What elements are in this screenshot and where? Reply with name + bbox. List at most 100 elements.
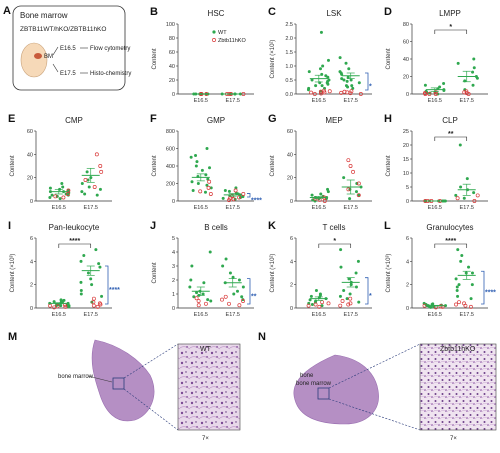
- y-axis-label: Content (×10³): [386, 254, 392, 293]
- data-point-ko: [83, 178, 88, 182]
- data-point-ko: [95, 304, 100, 309]
- data-point-wt: [442, 199, 446, 203]
- data-point-ko: [312, 92, 317, 96]
- step-day-1: E16.5: [60, 46, 76, 52]
- significance-top: *: [333, 238, 336, 245]
- significance-side: ****: [109, 287, 120, 294]
- chart-d: D LMPP 0 20 40 60 80 Content E16.5 E17.5 *: [384, 6, 488, 104]
- data-point-ko: [348, 296, 353, 301]
- panel-letter-m: M: [8, 331, 17, 343]
- data-point-ko: [462, 301, 467, 306]
- data-point-wt: [89, 277, 93, 281]
- y-tick-label: 60: [403, 40, 409, 46]
- data-point-wt: [52, 300, 56, 304]
- genotype-label-ko: Zbtb11hKO: [440, 346, 476, 353]
- data-point-ko: [422, 91, 427, 96]
- y-tick-label: 0.5: [285, 78, 293, 84]
- data-point-wt: [338, 56, 342, 60]
- data-point-wt: [357, 300, 361, 304]
- data-point-ko: [194, 296, 199, 301]
- data-point-wt: [196, 182, 200, 185]
- y-axis-label: Content (×10³): [10, 254, 16, 293]
- data-point-wt: [206, 177, 210, 181]
- y-tick-label: 80: [403, 22, 409, 28]
- chart-title: CLP: [442, 116, 458, 125]
- data-point-ko: [231, 197, 236, 202]
- data-point-wt: [100, 294, 104, 298]
- chart-j: J B cells 0 1 2 3 4 5 Content E16.5 E17.5 **: [150, 220, 257, 318]
- data-point-wt: [194, 164, 198, 168]
- significance-bracket: [318, 243, 352, 248]
- data-point-wt: [429, 305, 433, 309]
- data-point-wt: [189, 278, 193, 282]
- data-point-wt: [326, 82, 330, 86]
- x-tick-label: E17.5: [344, 205, 358, 211]
- data-point-wt: [342, 176, 346, 180]
- panel-letter-l: L: [384, 220, 391, 232]
- y-tick-label: 4: [172, 250, 175, 256]
- x-tick-label: E17.5: [460, 98, 474, 104]
- x-tick-label: E16.5: [194, 205, 208, 211]
- panel-letter-h: H: [384, 113, 392, 125]
- data-point-wt: [319, 192, 323, 196]
- data-point-wt: [58, 197, 62, 201]
- y-axis-label: Content: [386, 155, 392, 176]
- y-tick-label: 0: [406, 199, 409, 205]
- y-tick-label: 20: [27, 176, 33, 182]
- x-tick-label: E17.5: [226, 312, 240, 318]
- y-tick-label: 100: [166, 22, 175, 28]
- data-point-wt: [79, 280, 83, 284]
- y-axis-label: Content: [152, 48, 158, 69]
- data-point-wt: [471, 70, 475, 74]
- data-point-wt: [201, 292, 205, 296]
- data-point-ko: [99, 169, 104, 174]
- y-tick-label: 4: [406, 259, 409, 265]
- data-point-wt: [321, 64, 325, 68]
- data-point-ko: [327, 89, 332, 94]
- y-tick-label: 6: [30, 236, 33, 242]
- data-point-wt: [59, 298, 63, 302]
- x-tick-label: E17.5: [460, 312, 474, 318]
- bone-marrow-label-wt: bone marrow: [58, 374, 94, 380]
- panel-n: N bone bone marrow Zbtb11hKO 7×: [258, 331, 497, 442]
- x-tick-label: E17.5: [226, 98, 240, 104]
- chart-i: I Pan-leukocyte 0 2 4 6 Content (×10³) E16.5 E17…: [8, 220, 120, 318]
- data-point-wt: [314, 289, 318, 292]
- y-tick-label: 2: [30, 283, 33, 289]
- data-point-wt: [241, 285, 245, 289]
- y-tick-label: 80: [169, 36, 175, 42]
- data-point-wt: [221, 264, 225, 268]
- data-point-ko: [321, 88, 326, 93]
- data-point-wt: [309, 294, 313, 298]
- data-point-wt: [462, 196, 466, 200]
- data-point-ko: [98, 164, 103, 168]
- significance-top: ****: [69, 238, 80, 245]
- data-point-wt: [354, 285, 358, 289]
- data-point-wt: [314, 84, 318, 88]
- data-point-ko: [94, 152, 99, 157]
- y-tick-label: 1: [172, 292, 175, 298]
- legend-label-wt: WT: [218, 30, 227, 36]
- y-axis-label: Content (×10²): [270, 40, 276, 79]
- side-bracket: [481, 270, 485, 305]
- data-point-ko: [340, 299, 345, 303]
- data-point-ko: [342, 89, 347, 94]
- data-point-wt: [456, 248, 460, 252]
- data-point-ko: [228, 196, 232, 201]
- data-point-ko: [472, 199, 477, 203]
- x-tick-label: E16.5: [428, 312, 442, 318]
- data-point-wt: [455, 285, 459, 289]
- data-point-wt: [224, 257, 228, 261]
- data-point-ko: [313, 302, 318, 307]
- data-point-wt: [472, 57, 476, 61]
- data-point-wt: [310, 78, 314, 82]
- data-point-wt: [344, 61, 348, 65]
- bm-illustration: [34, 53, 42, 59]
- data-point-wt: [475, 76, 479, 80]
- y-tick-label: 0: [172, 306, 175, 312]
- zoom-box-ko: [317, 387, 330, 400]
- data-point-wt: [80, 182, 84, 185]
- data-point-wt: [457, 283, 461, 287]
- data-point-ko: [66, 188, 71, 193]
- data-point-wt: [98, 187, 102, 191]
